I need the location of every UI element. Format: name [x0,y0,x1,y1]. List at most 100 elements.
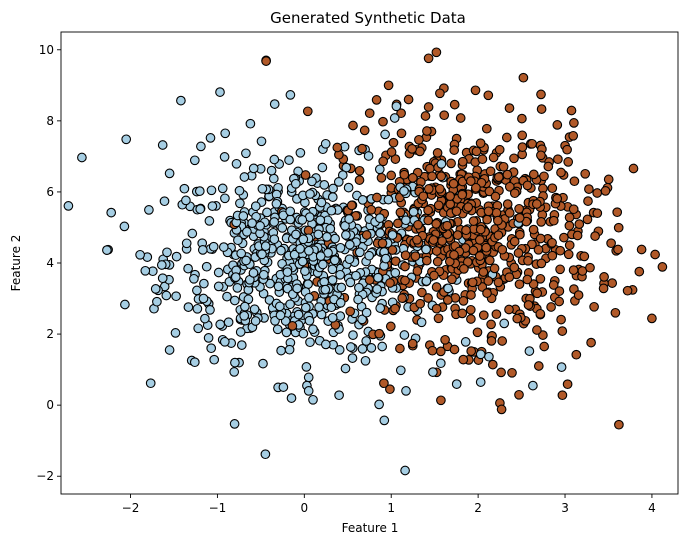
point-class-0 [208,241,219,252]
point-class-1 [509,236,520,247]
point-class-1 [403,94,414,105]
point-class-1 [614,419,624,430]
point-class-0 [199,278,209,289]
point-class-0 [377,341,388,352]
x-tick-label: 3 [561,501,569,515]
point-class-1 [533,361,544,371]
point-class-1 [458,354,469,365]
point-class-0 [236,248,247,259]
point-class-0 [135,249,145,260]
point-class-1 [548,280,559,290]
point-class-1 [538,330,548,340]
point-class-1 [300,170,311,180]
point-class-0 [374,164,385,175]
point-class-0 [443,283,453,294]
point-class-0 [336,282,347,293]
point-class-1 [354,165,365,176]
point-class-0 [308,394,318,405]
point-class-0 [345,277,356,288]
point-class-1 [302,106,313,117]
point-class-1 [512,313,523,324]
point-class-0 [340,221,350,231]
point-class-1 [590,231,600,241]
point-class-0 [215,319,226,330]
point-class-0 [475,377,486,387]
point-class-1 [491,207,502,218]
point-class-1 [523,300,534,310]
point-class-0 [274,301,285,312]
point-class-0 [286,393,297,403]
point-class-1 [502,169,513,180]
x-tick-label: −1 [209,501,227,515]
point-class-0 [234,185,245,196]
point-class-1 [413,219,423,230]
point-class-1 [533,244,544,255]
y-tick-label: −2 [36,469,54,483]
point-class-1 [569,176,580,187]
point-class-0 [304,245,314,256]
point-class-1 [385,278,395,288]
point-class-1 [287,321,298,331]
point-class-0 [375,228,386,238]
point-class-0 [233,235,243,246]
point-class-0 [344,214,354,224]
point-class-1 [496,404,507,415]
point-class-0 [140,265,151,276]
point-class-1 [496,367,506,378]
point-class-1 [445,191,455,201]
point-class-0 [187,228,198,239]
point-class-0 [206,343,217,354]
point-class-1 [457,189,468,200]
point-class-1 [504,208,515,218]
point-class-1 [487,359,498,370]
point-class-1 [636,244,647,255]
point-class-0 [343,182,354,193]
point-class-1 [396,108,406,119]
point-class-1 [553,154,563,165]
point-class-0 [372,284,382,294]
point-class-0 [345,342,356,352]
point-class-1 [455,113,466,123]
point-class-0 [408,207,419,217]
point-class-1 [514,213,525,223]
point-class-0 [335,269,345,280]
point-class-1 [606,238,616,249]
point-class-1 [361,230,372,240]
point-class-1 [536,89,546,100]
point-class-1 [478,267,489,277]
point-class-1 [504,181,515,192]
point-class-1 [481,242,492,253]
point-class-1 [407,173,418,183]
point-class-0 [460,337,471,347]
point-class-0 [260,449,271,460]
point-class-0 [213,281,224,292]
point-class-0 [144,205,154,215]
point-class-0 [357,195,368,205]
point-class-0 [528,380,538,391]
point-class-0 [235,198,245,209]
point-class-1 [582,214,593,225]
point-class-1 [332,142,343,153]
point-class-1 [543,161,554,172]
point-class-0 [383,194,394,205]
point-class-0 [357,314,367,325]
x-axis-label: Feature 1 [342,521,399,535]
point-class-0 [181,238,192,249]
point-class-1 [564,220,575,231]
point-class-0 [248,268,259,278]
point-class-1 [515,229,525,240]
y-tick-label: 6 [46,185,54,199]
point-class-1 [509,262,520,273]
point-class-1 [431,303,442,314]
point-class-0 [192,285,202,296]
point-class-1 [535,273,546,284]
point-class-1 [489,263,500,274]
point-class-1 [484,255,495,266]
point-class-0 [344,239,355,250]
point-class-0 [347,353,358,363]
point-class-1 [598,283,609,294]
point-class-0 [475,349,486,360]
point-class-1 [374,328,385,339]
point-class-0 [121,134,132,145]
point-class-0 [556,362,567,372]
